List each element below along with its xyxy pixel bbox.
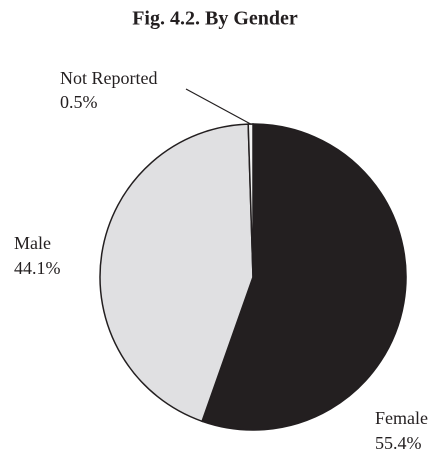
- pie-slice: [99, 123, 254, 423]
- slice-value-label: 55.4%: [375, 433, 422, 453]
- leader-line: [185, 88, 251, 125]
- slice-value-label: 44.1%: [14, 258, 61, 278]
- chart-title: Fig. 4.2. By Gender: [132, 8, 298, 30]
- slice-label: Female: [375, 408, 428, 428]
- slice-value-label: 0.5%: [60, 92, 98, 112]
- slice-label: Not Reported: [60, 68, 157, 88]
- slice-label: Male: [14, 233, 51, 253]
